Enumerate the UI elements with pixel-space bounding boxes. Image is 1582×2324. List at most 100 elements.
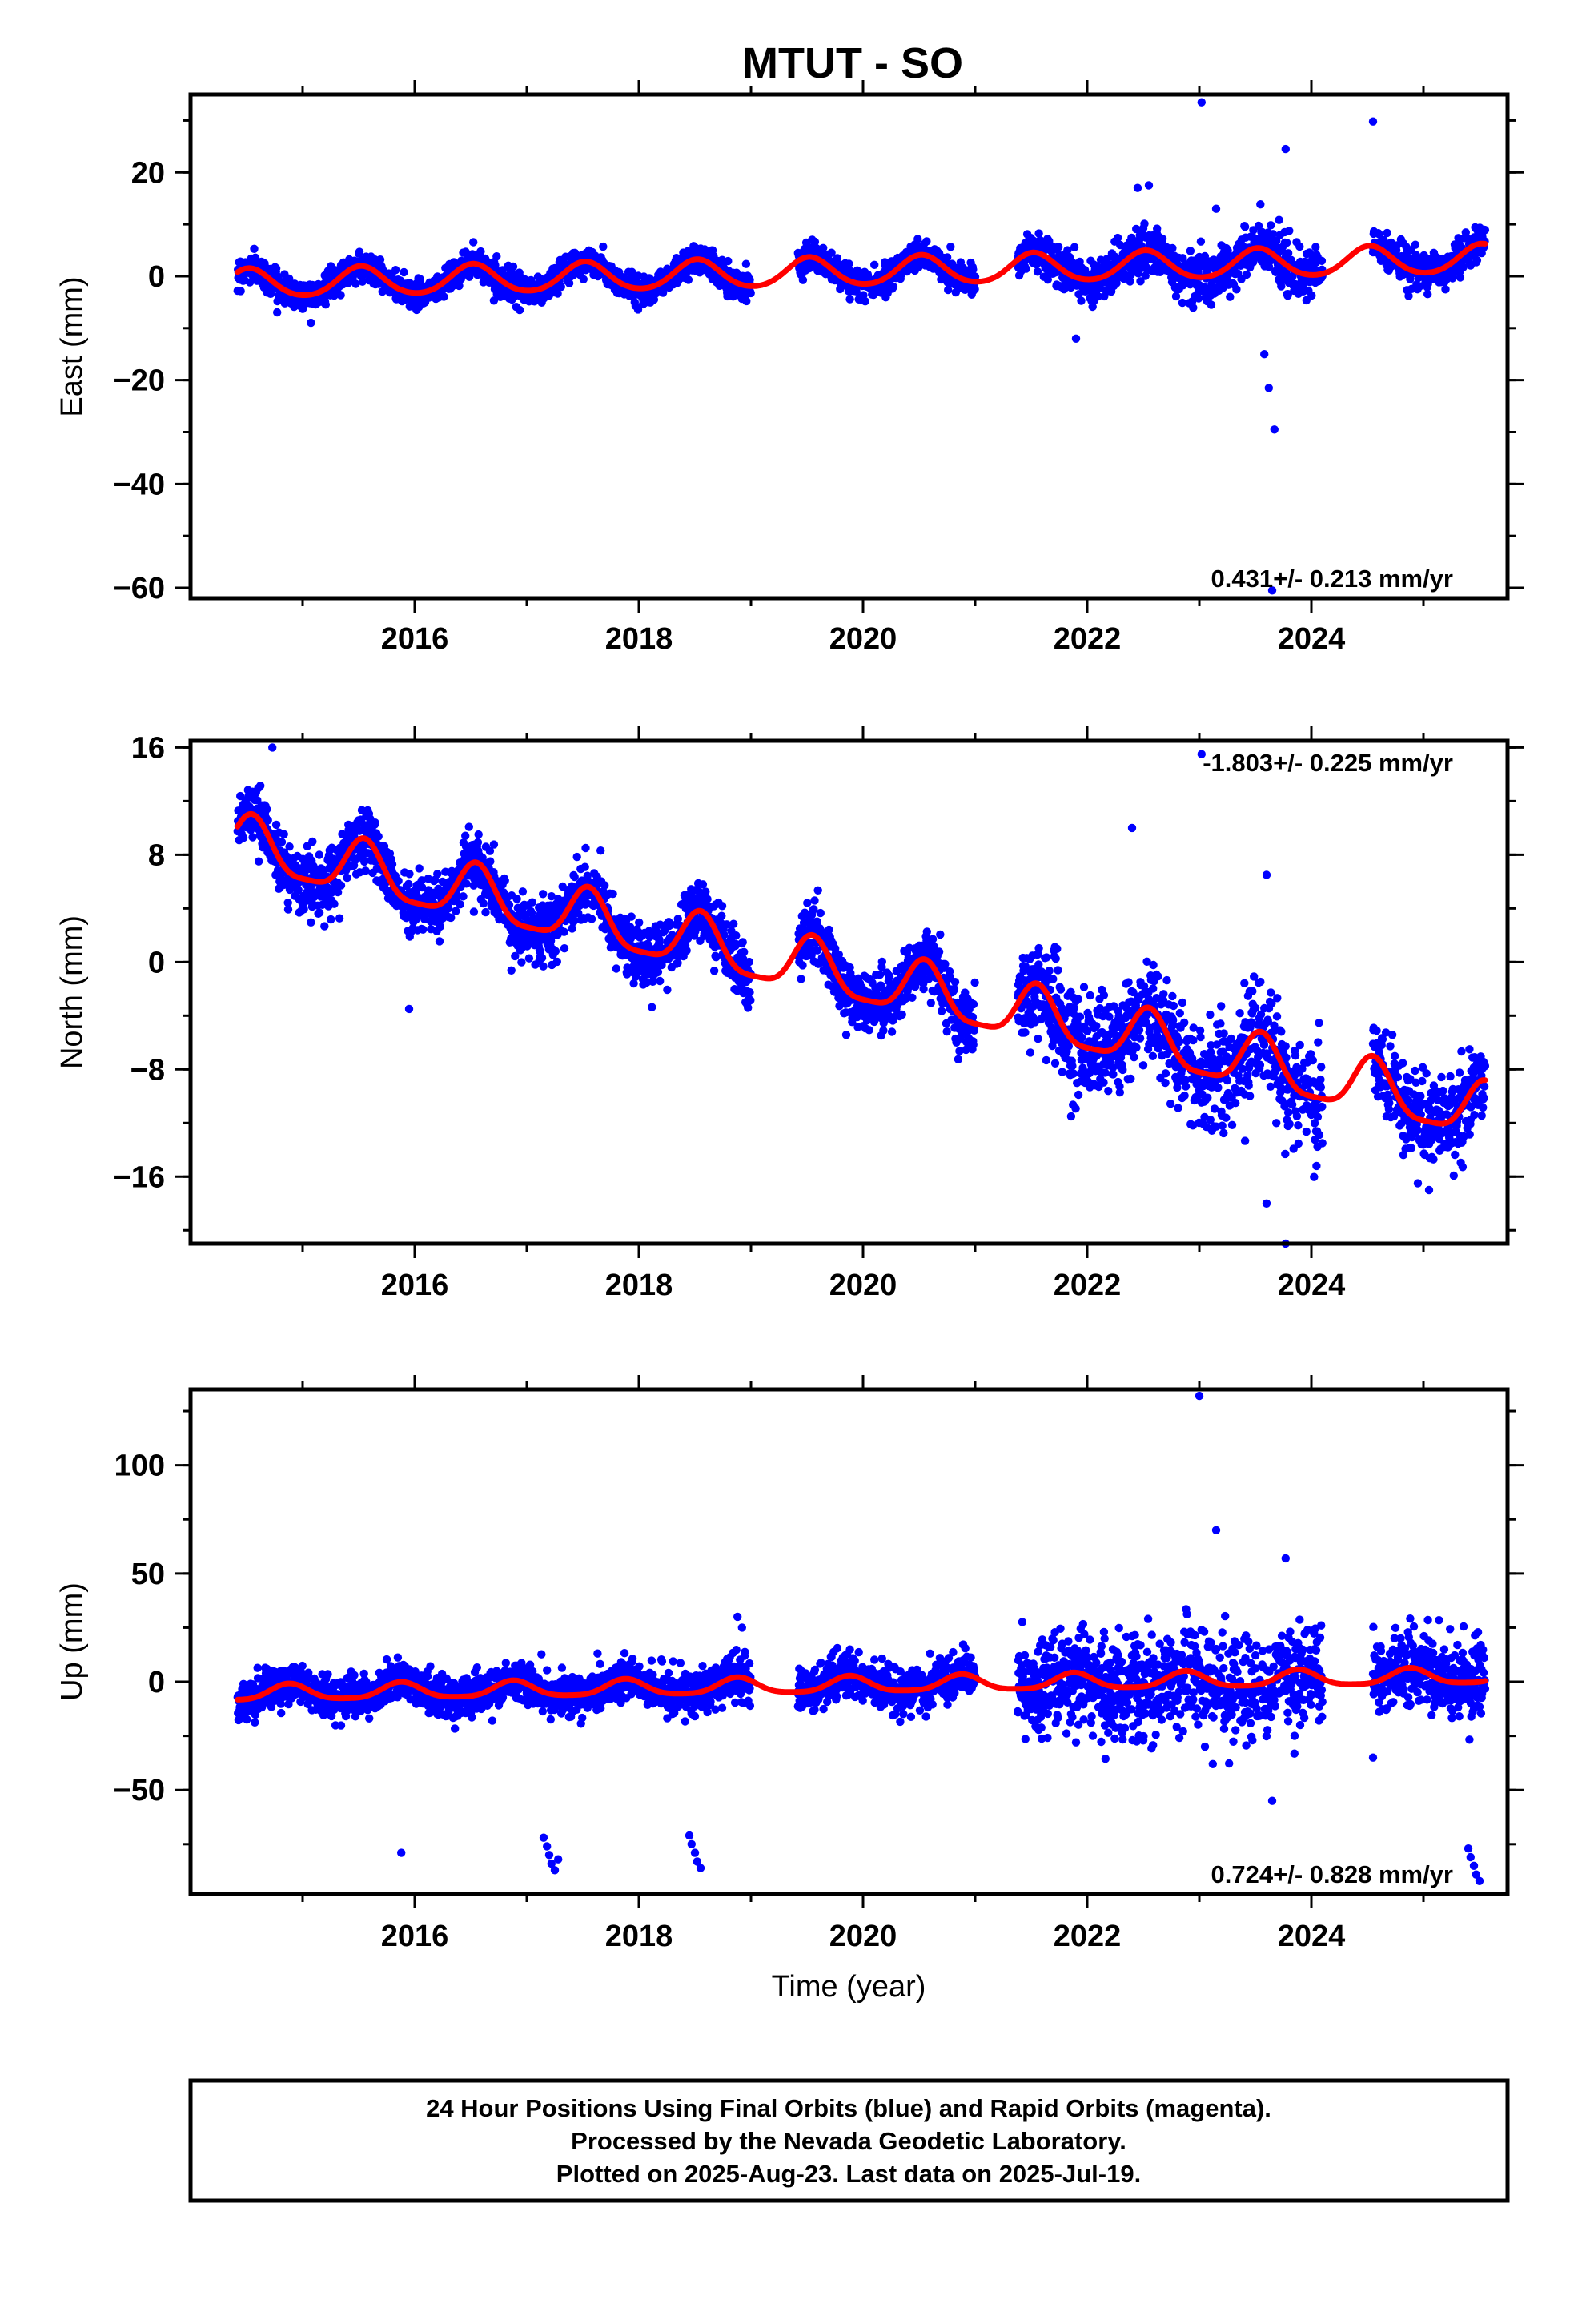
east-y-tick-label-1: 0	[148, 260, 165, 294]
north-data-point-1154	[587, 915, 596, 923]
north-data-point-1223	[608, 889, 617, 899]
north-data-point-448	[371, 818, 379, 827]
east-data-point-2249	[970, 284, 979, 294]
east-data-points	[233, 98, 1490, 595]
east-data-point-2924	[1232, 285, 1241, 294]
east-data-point-2804	[1186, 247, 1195, 255]
east-data-point-1892	[861, 297, 869, 306]
north-data-point-144	[277, 838, 287, 846]
north-data-point-266	[315, 850, 323, 859]
north-data-point-823	[486, 857, 495, 866]
east-data-point-1657	[741, 259, 751, 268]
east-x-tick-label-2: 2020	[829, 622, 897, 656]
east-data-point-768	[469, 238, 478, 247]
north-data-point-892	[507, 966, 516, 975]
east-outlier-point-3488	[1270, 425, 1279, 434]
east-outlier-point-3487	[1264, 384, 1274, 392]
north-data-point-357	[343, 873, 351, 883]
east-x-tick-label-0: 2016	[381, 622, 449, 656]
east-data-point-3457	[1472, 255, 1482, 265]
east-y-tick-label-4: −60	[114, 572, 165, 605]
north-data-point-835	[489, 840, 499, 849]
north-data-point-992	[537, 953, 547, 963]
east-data-point-722	[455, 281, 464, 291]
east-outlier-point-3491	[1133, 183, 1142, 192]
east-data-point-3406	[1456, 273, 1465, 282]
east-data-point-3192	[1383, 228, 1391, 238]
east-data-point-3309	[1423, 290, 1432, 299]
east-data-point-542	[400, 267, 408, 277]
east-data-point-1598	[724, 256, 733, 266]
east-data-point-3182	[1379, 235, 1388, 244]
north-data-point-735	[459, 892, 468, 901]
north-data-point-592	[415, 864, 424, 873]
north-data-point-459	[374, 832, 383, 841]
east-data-point-472	[378, 287, 387, 296]
north-data-point-871	[500, 876, 509, 885]
east-y-tick-label-0: 20	[131, 156, 165, 190]
east-data-point-1689	[798, 275, 808, 284]
east-data-point-2906	[1226, 292, 1235, 301]
north-data-point-332	[335, 914, 344, 923]
north-data-point-725	[456, 900, 464, 909]
north-data-point-19	[239, 834, 248, 842]
east-data-point-2857	[1207, 300, 1216, 309]
east-panel: 200−20−40−60 2016 2018 2020 2022 2024 East (…	[55, 80, 1524, 656]
north-data-point-267	[315, 908, 324, 917]
east-data-point-594	[416, 275, 424, 283]
north-data-point-74	[256, 782, 265, 790]
east-data-point-919	[515, 305, 524, 315]
east-data-point-54	[250, 244, 259, 253]
north-data-point-1132	[580, 862, 589, 871]
east-data-point-2577	[1114, 233, 1122, 243]
north-data-point-557	[404, 879, 413, 889]
north-data-point-687	[444, 904, 453, 913]
north-data-point-337	[336, 881, 346, 890]
east-data-point-2170	[946, 243, 955, 251]
north-data-point-950	[524, 954, 534, 963]
north-data-point-1350	[648, 1003, 656, 1011]
east-data-point-1127	[579, 275, 588, 283]
north-data-point-315	[330, 899, 339, 908]
east-rate-label: 0.431+/- 0.213 mm/yr	[1211, 565, 1453, 593]
north-data-point-216	[299, 905, 308, 914]
east-data-point-126	[271, 264, 281, 273]
north-data-point-244	[308, 837, 317, 846]
east-data-point-2723	[1158, 235, 1167, 243]
north-data-point-1183	[596, 846, 605, 855]
north-data-point-1036	[551, 947, 560, 955]
east-data-point-2980	[1256, 200, 1265, 209]
north-data-point-1234	[612, 964, 620, 973]
east-data-point-3088	[1295, 242, 1304, 251]
east-data-point-3060	[1285, 227, 1294, 235]
north-data-point-49	[248, 833, 257, 842]
east-x-tick-label-3: 2022	[1054, 622, 1122, 656]
north-data-point-658	[435, 937, 444, 946]
north-data-point-754	[464, 822, 473, 831]
east-data-point-3033	[1275, 215, 1283, 224]
north-data-point-169	[285, 842, 294, 851]
north-data-point-604	[419, 925, 428, 934]
east-data-point-397	[355, 247, 364, 256]
north-data-points	[233, 743, 1490, 1248]
north-data-point-925	[517, 958, 526, 967]
north-data-point-785	[474, 830, 483, 839]
north-data-point-910	[512, 895, 521, 903]
east-data-point-3008	[1267, 221, 1275, 230]
east-data-point-2384	[1054, 243, 1063, 251]
east-axis-ticks	[175, 80, 1524, 613]
east-y-tick-label-3: −40	[114, 468, 165, 501]
north-data-point-1041	[552, 957, 561, 967]
east-data-point-1842	[845, 295, 854, 304]
north-data-point-742	[461, 831, 470, 840]
north-data-point-1370	[653, 967, 663, 977]
east-data-point-3146	[1317, 256, 1327, 265]
east-data-point-129	[273, 308, 282, 317]
north-data-point-239	[307, 918, 315, 927]
east-data-point-3361	[1441, 285, 1450, 294]
east-data-point-2664	[1140, 219, 1149, 228]
north-data-point-960	[528, 898, 536, 907]
north-data-point-1064	[560, 927, 568, 936]
